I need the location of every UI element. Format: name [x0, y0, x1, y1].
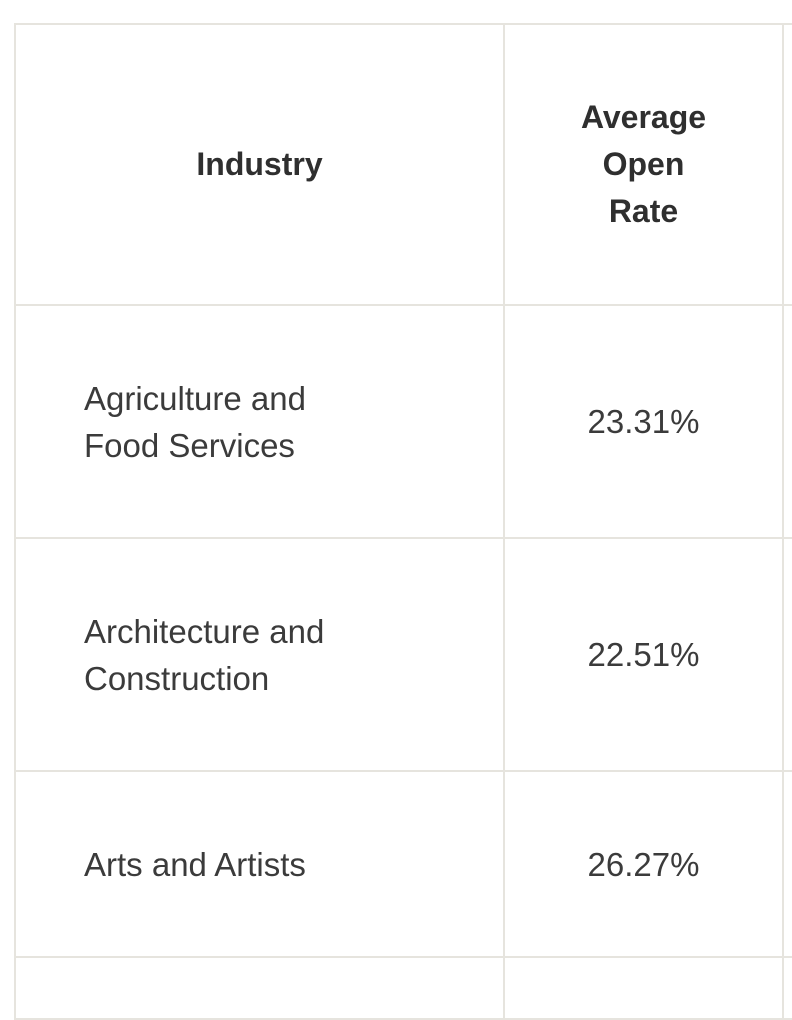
table-row: Architecture and Construction 22.51%: [14, 537, 792, 772]
table-row: Arts and Artists 26.27%: [14, 770, 792, 958]
open-rate-value: 23.31%: [587, 403, 700, 440]
data-table: Industry Average Open Rate Agriculture a…: [14, 23, 792, 1020]
table-row-partial: [14, 956, 792, 1020]
open-rate-cell: 26.27%: [503, 770, 784, 958]
industry-name: Arts and Artists: [84, 845, 306, 883]
third-column-cell: [782, 304, 792, 539]
header-open-rate-label: Average Open Rate: [580, 99, 707, 229]
header-industry-label: Industry: [196, 146, 323, 182]
third-column-cell: [782, 770, 792, 958]
industry-name: Agriculture and Food Services: [84, 379, 306, 464]
third-column-cell: [782, 537, 792, 772]
header-third-column: [782, 23, 792, 306]
industry-cell: Architecture and Construction: [14, 537, 505, 772]
industry-cell: Agriculture and Food Services: [14, 304, 505, 539]
header-row: Industry Average Open Rate: [14, 23, 792, 306]
open-rate-cell: 22.51%: [503, 537, 784, 772]
open-rate-value: 22.51%: [587, 636, 700, 673]
table-row: Agriculture and Food Services 23.31%: [14, 304, 792, 539]
industry-name: Architecture and Construction: [84, 612, 325, 697]
open-rate-value: 26.27%: [587, 845, 700, 883]
open-rate-cell-empty: [503, 956, 784, 1020]
third-column-cell-empty: [782, 956, 792, 1020]
industry-open-rate-table: Industry Average Open Rate Agriculture a…: [14, 23, 792, 1020]
open-rate-cell: 23.31%: [503, 304, 784, 539]
industry-cell-empty: [14, 956, 505, 1020]
header-average-open-rate: Average Open Rate: [503, 23, 784, 306]
header-industry: Industry: [14, 23, 505, 306]
industry-cell: Arts and Artists: [14, 770, 505, 958]
